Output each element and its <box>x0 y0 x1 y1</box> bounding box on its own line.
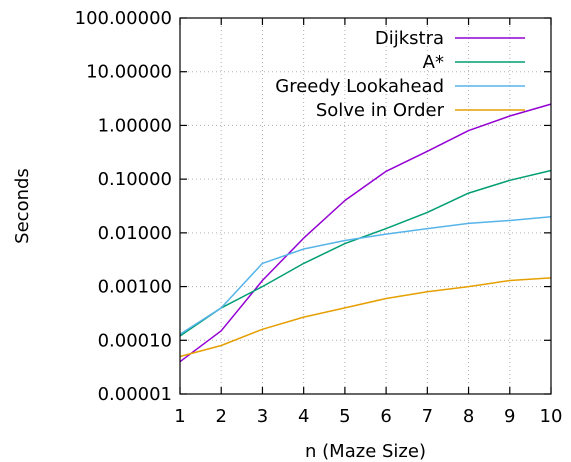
x-axis-label: n (Maze Size) <box>305 441 426 462</box>
grid <box>180 18 551 394</box>
x-tick-label: 6 <box>380 406 391 427</box>
y-tick-label: 0.00100 <box>98 277 172 298</box>
y-tick-label: 100.00000 <box>75 8 172 29</box>
series-line-dijkstra <box>179 103 552 363</box>
x-tick-label: 7 <box>422 406 433 427</box>
y-tick-label: 0.10000 <box>98 169 172 190</box>
legend-label-a: A* <box>423 52 444 73</box>
x-tick-label: 5 <box>339 406 350 427</box>
series-group <box>179 103 552 363</box>
x-tick-label: 10 <box>540 406 563 427</box>
x-tick-label: 4 <box>298 406 309 427</box>
x-tick-label: 3 <box>257 406 268 427</box>
legend-label-solve-in-order: Solve in Order <box>316 100 445 121</box>
y-tick-label: 0.00010 <box>98 330 172 351</box>
y-tick-label: 10.00000 <box>86 62 172 83</box>
x-tick-label: 1 <box>174 406 185 427</box>
x-tick-label: 9 <box>504 406 515 427</box>
axis-ticks: 1 2 3 4 5 6 7 8 9 10 0.00001 0.00010 0.00100 0.01000 0… <box>75 8 563 427</box>
y-axis-label: Seconds <box>12 168 33 244</box>
series-line-greedy-lookahead <box>179 215 552 335</box>
y-tick-label: 0.00001 <box>98 384 172 405</box>
x-tick-label: 8 <box>463 406 474 427</box>
x-tick-label: 2 <box>215 406 226 427</box>
plot-frame <box>179 17 552 395</box>
legend-label-dijkstra: Dijkstra <box>375 28 444 49</box>
series-line-a <box>179 169 552 337</box>
y-tick-label: 0.01000 <box>98 223 172 244</box>
y-tick-label: 1.00000 <box>98 115 172 136</box>
series-line-solve-in-order <box>179 277 552 358</box>
legend: Dijkstra A* Greedy Lookahead Solve in Order <box>275 28 525 121</box>
legend-label-greedy-lookahead: Greedy Lookahead <box>275 76 444 97</box>
